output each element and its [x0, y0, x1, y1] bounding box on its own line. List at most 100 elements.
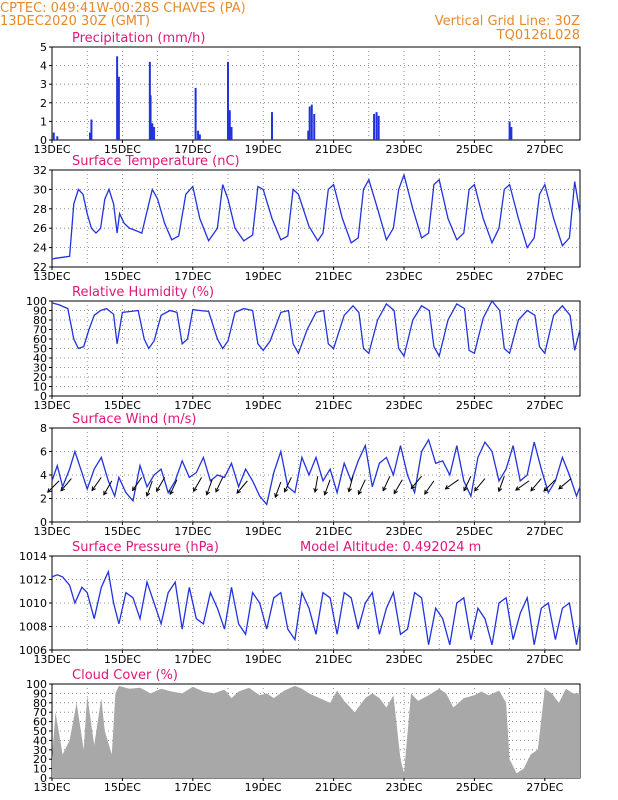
- wind-vector-shaft: [348, 476, 354, 492]
- wind-vector-head: [131, 486, 137, 492]
- precip-xtick-label: 27DEC: [526, 143, 563, 156]
- cloud-ytick-label: 10: [33, 763, 47, 776]
- wind-vector-head: [274, 493, 279, 499]
- pressure-panel: 1006 1008 1010 1012 1014 13DEC 15DEC 17DEC 19DEC…: [19, 540, 581, 666]
- cloud-xtick-label: 15DEC: [104, 781, 141, 794]
- wind-vector-shaft: [284, 477, 292, 493]
- wind-vector-shaft: [169, 479, 178, 495]
- wind-vector-head: [410, 484, 416, 490]
- wind-xtick-label: 17DEC: [174, 525, 211, 538]
- precip-bar: [116, 56, 119, 140]
- wind-vector-shaft: [515, 480, 530, 491]
- precip-bar: [375, 112, 378, 140]
- pressure-title: Surface Pressure (hPa): [72, 540, 219, 555]
- wind-vector-arrow: [283, 477, 292, 493]
- rh-xtick-label: 19DEC: [245, 399, 282, 412]
- wind-vector-arrow: [274, 481, 282, 499]
- precip-frame: [51, 46, 581, 141]
- precip-bar: [373, 113, 376, 140]
- precip-ytick-label: 1: [40, 115, 47, 128]
- precip-xtick-label: 17DEC: [174, 143, 211, 156]
- wind-ytick-label: 0: [40, 516, 47, 529]
- wind-vector-shaft: [543, 479, 556, 492]
- precip-bar: [198, 134, 201, 140]
- cloud-ytick-label: 0: [40, 772, 47, 785]
- wind-vector-arrow: [156, 477, 166, 493]
- wind-xtick-label: 19DEC: [245, 525, 282, 538]
- pressure-ytick-label: 1006: [19, 644, 47, 657]
- wind-vector-arrow: [236, 480, 248, 494]
- rh-ytick-label: 100: [26, 295, 47, 308]
- precip-panel: 0 1 2 3 4 5 13DEC 15DEC 17DEC 19DEC 21DEC 23DEC 25DE…: [33, 31, 581, 156]
- wind-vector-head: [543, 487, 549, 492]
- cloud-ytick-label: 100: [26, 678, 47, 691]
- pressure-ytick-label: 1008: [19, 621, 47, 634]
- temp-series-line: [51, 172, 581, 260]
- wind-vector-shaft: [463, 475, 472, 491]
- wind-vector-shaft: [393, 479, 403, 494]
- precip-title: Precipitation (mm/h): [72, 31, 205, 46]
- rh-title: Relative Humidity (%): [72, 285, 214, 300]
- wind-vector-arrow: [215, 477, 224, 493]
- temp-xtick-label: 25DEC: [456, 270, 493, 283]
- precip-bar: [271, 112, 273, 140]
- rh-xtick-label: 13DEC: [33, 399, 70, 412]
- wind-xtick-label: 27DEC: [526, 525, 563, 538]
- cloud-ytick-label: 50: [33, 725, 47, 738]
- rh-ytick-label: 80: [33, 314, 47, 327]
- wind-vector-shaft: [156, 477, 166, 492]
- cloud-title: Cloud Cover (%): [72, 668, 178, 683]
- wind-vector-shaft: [60, 478, 72, 492]
- pressure-xtick-label: 23DEC: [385, 653, 422, 666]
- wind-vector-head: [193, 487, 198, 493]
- temp-frame: [51, 169, 581, 268]
- header-product-code: TQ0126L028: [496, 28, 580, 43]
- wind-vector-arrow: [444, 479, 459, 490]
- rh-ytick-label: 70: [33, 324, 47, 337]
- pressure-xtick-label: 21DEC: [315, 653, 352, 666]
- precip-bar: [508, 121, 511, 140]
- wind-vector-shaft: [193, 477, 203, 492]
- pressure-xtick-label: 25DEC: [456, 653, 493, 666]
- wind-vector-shaft: [410, 475, 422, 489]
- wind-vector-arrow: [323, 479, 331, 496]
- wind-vector-head: [558, 484, 563, 490]
- rh-ytick-label: 10: [33, 381, 47, 394]
- temp-panel: 22 24 26 28 30 32 13DEC 15DEC 17DEC 19DEC 21DEC 23D…: [33, 154, 581, 283]
- cloud-xtick-label: 23DEC: [385, 781, 422, 794]
- precip-ytick-label: 2: [40, 97, 47, 110]
- wind-vector-head: [156, 487, 161, 493]
- rh-xtick-label: 25DEC: [456, 399, 493, 412]
- precip-bar: [227, 61, 229, 140]
- wind-vector-head: [382, 486, 387, 492]
- temp-ytick-label: 32: [33, 164, 47, 177]
- cloud-ytick-label: 30: [33, 744, 47, 757]
- wind-vector-arrow: [347, 476, 354, 493]
- precip-xtick-label: 23DEC: [385, 143, 422, 156]
- cloud-area: [52, 685, 580, 778]
- rh-ytick-label: 20: [33, 371, 47, 384]
- wind-vector-head: [444, 485, 450, 490]
- pressure-xtick-label: 27DEC: [526, 653, 563, 666]
- temp-xtick-label: 23DEC: [385, 270, 422, 283]
- wind-ytick-label: 6: [40, 446, 47, 459]
- wind-ytick-label: 8: [40, 422, 47, 435]
- wind-vector-head: [145, 491, 151, 497]
- rh-xtick-label: 27DEC: [526, 399, 563, 412]
- wind-vector-head: [514, 486, 520, 491]
- precip-bar: [310, 104, 313, 140]
- wind-vector-arrow: [313, 476, 319, 493]
- wind-vector-shaft: [314, 476, 319, 493]
- wind-series-line: [51, 438, 581, 506]
- wind-vector-shaft: [236, 480, 248, 494]
- precip-xtick-label: 13DEC: [33, 143, 70, 156]
- cloud-ytick-label: 70: [33, 706, 47, 719]
- wind-ytick-label: 2: [40, 493, 47, 506]
- panels: 0 1 2 3 4 5 13DEC 15DEC 17DEC 19DEC 21DEC 23DEC 25DE…: [19, 31, 581, 794]
- wind-vector-arrow: [145, 480, 153, 497]
- precip-bar: [194, 87, 197, 140]
- rh-ytick-label: 60: [33, 333, 47, 346]
- wind-xtick-label: 23DEC: [385, 525, 422, 538]
- wind-vector-arrow: [463, 475, 472, 492]
